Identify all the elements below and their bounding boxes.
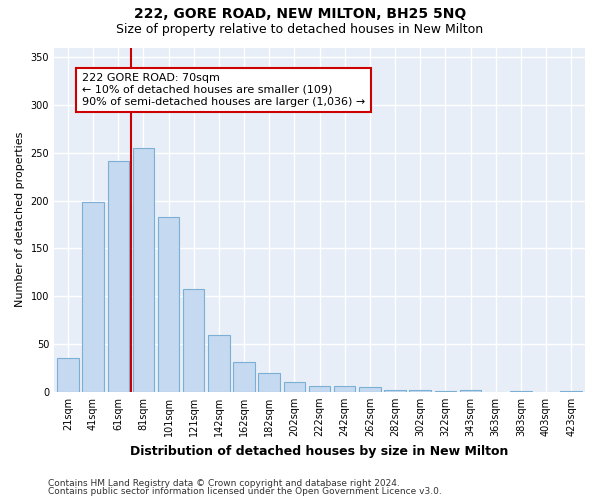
Bar <box>284 382 305 392</box>
Bar <box>233 362 255 392</box>
Bar <box>460 390 481 392</box>
Bar <box>82 202 104 392</box>
Text: Contains HM Land Registry data © Crown copyright and database right 2024.: Contains HM Land Registry data © Crown c… <box>48 478 400 488</box>
Text: 222, GORE ROAD, NEW MILTON, BH25 5NQ: 222, GORE ROAD, NEW MILTON, BH25 5NQ <box>134 8 466 22</box>
Text: 222 GORE ROAD: 70sqm
← 10% of detached houses are smaller (109)
90% of semi-deta: 222 GORE ROAD: 70sqm ← 10% of detached h… <box>82 74 365 106</box>
Bar <box>385 390 406 392</box>
Bar <box>107 162 129 392</box>
Bar <box>510 391 532 392</box>
Bar <box>334 386 355 392</box>
Bar <box>359 387 380 392</box>
Bar <box>409 390 431 392</box>
Text: Size of property relative to detached houses in New Milton: Size of property relative to detached ho… <box>116 22 484 36</box>
Text: Contains public sector information licensed under the Open Government Licence v3: Contains public sector information licen… <box>48 487 442 496</box>
Bar <box>434 391 456 392</box>
Bar <box>158 217 179 392</box>
Bar <box>57 358 79 392</box>
Bar <box>183 290 205 392</box>
Bar <box>208 336 230 392</box>
Bar <box>560 391 582 392</box>
X-axis label: Distribution of detached houses by size in New Milton: Distribution of detached houses by size … <box>130 444 509 458</box>
Y-axis label: Number of detached properties: Number of detached properties <box>15 132 25 308</box>
Bar <box>309 386 330 392</box>
Bar <box>133 148 154 392</box>
Bar <box>259 372 280 392</box>
